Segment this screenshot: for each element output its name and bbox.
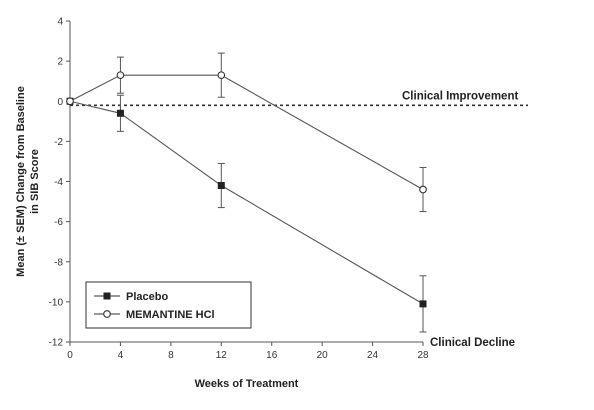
y-tick-label: 4: [57, 17, 63, 28]
y-tick-label: 0: [57, 97, 63, 108]
y-ticks: 4 2 0 -2 -4 -6 -8 -10 -12: [49, 17, 70, 349]
memantine-marker: [217, 71, 226, 80]
placebo-marker: [217, 182, 225, 190]
x-tick-label: 0: [67, 350, 73, 361]
memantine-marker: [103, 310, 111, 318]
placebo-marker: [116, 109, 124, 117]
y-tick-label: -8: [54, 257, 63, 268]
x-tick-label: 8: [168, 350, 174, 361]
y-axis-title-line2: in SIB Score: [29, 149, 41, 214]
x-tick-label: 4: [118, 350, 124, 361]
legend-item: Placebo: [94, 291, 168, 303]
legend-items: Placebo MEMANTINE HCl: [94, 291, 215, 321]
y-axis-title-line1: Mean (± SEM) Change from Baseline: [15, 86, 27, 277]
y-tick-label: -6: [54, 217, 63, 228]
placebo-marker: [103, 292, 111, 300]
x-tick-label: 20: [317, 350, 329, 361]
x-tick-label: 16: [266, 350, 278, 361]
legend-label: Placebo: [126, 291, 168, 303]
y-tick-label: 2: [57, 57, 63, 68]
y-tick-label: -10: [49, 297, 64, 308]
y-tick-label: -4: [54, 177, 63, 188]
series-line: [69, 100, 424, 305]
memantine-marker: [419, 185, 427, 194]
memantine-marker: [116, 71, 125, 80]
y-tick-label: -12: [49, 338, 64, 349]
series-line: [69, 74, 424, 191]
series-layer: [66, 52, 427, 333]
y-tick-label: -2: [54, 137, 63, 148]
memantine-marker: [66, 97, 74, 106]
legend-item: MEMANTINE HCl: [94, 309, 215, 321]
placebo-marker: [419, 300, 427, 308]
x-tick-label: 12: [216, 350, 228, 361]
series-memantine: [66, 52, 427, 213]
x-ticks: 0 4 8 12 16 20 24 28: [67, 342, 429, 361]
annotation-clinical-decline: Clinical Decline: [430, 337, 515, 349]
annotation-clinical-improvement: Clinical Improvement: [402, 90, 518, 102]
x-tick-label: 28: [417, 350, 429, 361]
legend-box: [85, 281, 252, 329]
legend-label: MEMANTINE HCl: [126, 309, 215, 321]
x-axis-title: Weeks of Treatment: [195, 378, 299, 390]
x-tick-label: 24: [367, 350, 379, 361]
legend: Placebo MEMANTINE HCl: [85, 281, 252, 329]
